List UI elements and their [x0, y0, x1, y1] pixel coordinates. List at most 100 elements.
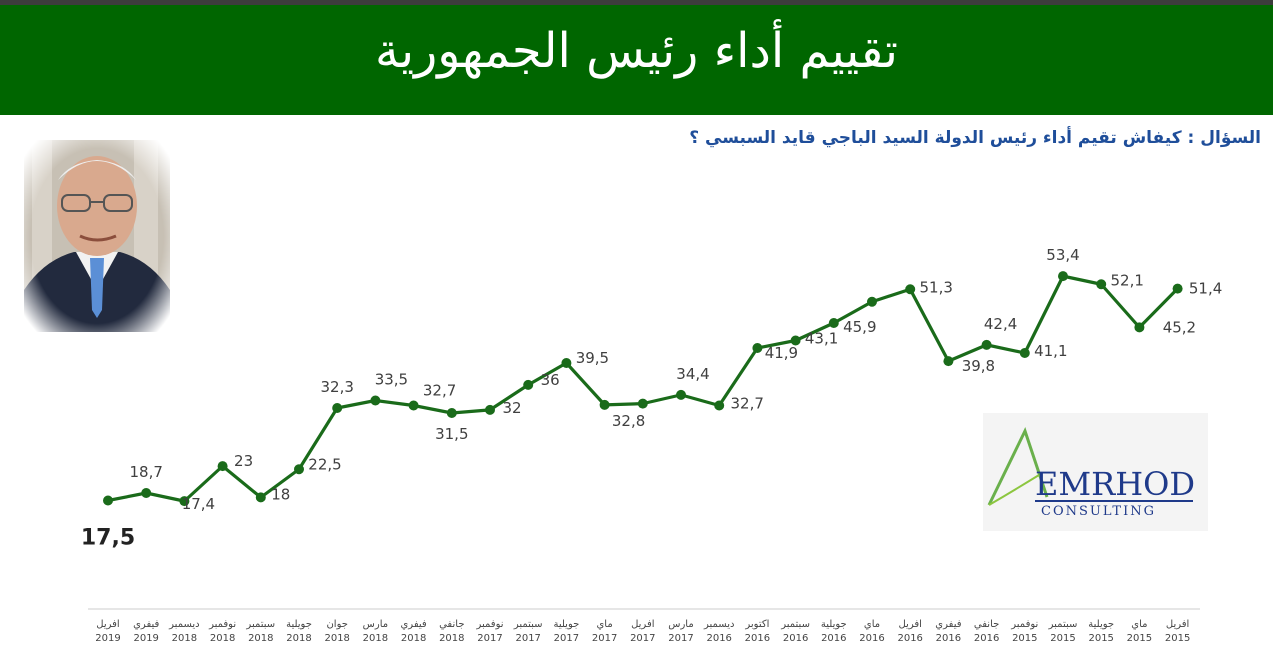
- data-point: [752, 343, 763, 353]
- data-point: [370, 395, 381, 406]
- data-point: [1058, 271, 1068, 282]
- data-point: [561, 358, 572, 368]
- data-point: [1019, 348, 1030, 358]
- data-label: 41,9: [765, 344, 798, 362]
- data-label: 31,5: [435, 425, 468, 443]
- data-point: [485, 404, 495, 415]
- data-point: [446, 408, 457, 418]
- data-label: 51,3: [919, 278, 952, 296]
- x-tick-year: 2017: [592, 633, 617, 644]
- x-tick-year: 2017: [630, 633, 655, 644]
- data-point: [103, 495, 113, 506]
- x-tick-month: افريل: [96, 619, 119, 630]
- x-tick-month: جانفي: [974, 619, 999, 630]
- data-label: 53,4: [1046, 246, 1079, 264]
- x-tick-month: مارس: [668, 619, 693, 630]
- data-point: [1096, 279, 1107, 290]
- x-tick-year: 2018: [401, 633, 426, 644]
- x-tick-month: اكتوبر: [744, 619, 769, 630]
- x-tick-month: نوفمبر: [1010, 619, 1038, 630]
- x-tick-year: 2018: [210, 633, 235, 644]
- x-tick-year: 2016: [897, 633, 922, 644]
- title-banner: تقييم أداء رئيس الجمهورية: [0, 5, 1273, 115]
- x-tick-month: افريل: [1166, 619, 1189, 630]
- data-label: 22,5: [308, 455, 341, 473]
- data-label: 52,1: [1110, 271, 1143, 289]
- x-tick-month: نوفمبر: [208, 619, 236, 630]
- rating-line: [107, 274, 1179, 503]
- x-tick-month: جويلية: [553, 619, 579, 630]
- x-tick-month: جويلية: [821, 619, 847, 630]
- x-tick-month: نوفمبر: [475, 619, 503, 630]
- data-label: 32,7: [730, 395, 763, 413]
- logo-name: EMRHOD: [1035, 465, 1195, 503]
- x-tick-month: ديسمبر: [168, 619, 199, 630]
- data-label: 18,7: [129, 463, 162, 481]
- x-tick-year: 2019: [95, 633, 120, 644]
- x-tick-year: 2018: [286, 633, 311, 644]
- x-tick-year: 2015: [1088, 633, 1113, 644]
- x-tick-year: 2015: [1165, 633, 1190, 644]
- data-label: 42,4: [984, 315, 1017, 333]
- emrhod-logo: EMRHOD CONSULTING: [983, 413, 1208, 531]
- x-tick-month: جويلية: [1088, 619, 1114, 630]
- x-tick-month: ماي: [596, 619, 612, 630]
- data-point: [1134, 322, 1145, 333]
- data-point: [1172, 283, 1183, 294]
- data-label: 43,1: [805, 330, 838, 348]
- x-tick-month: ماي: [1131, 619, 1147, 630]
- survey-question: السؤال : كيفاش تقيم أداء رئيس الدولة الس…: [689, 128, 1261, 148]
- top-border: [0, 0, 1273, 5]
- data-label: 32,7: [423, 382, 456, 400]
- x-tick-month: فيفري: [133, 619, 159, 630]
- data-point: [637, 398, 648, 409]
- president-photo: [24, 140, 170, 332]
- x-tick-year: 2015: [1050, 633, 1075, 644]
- x-tick-year: 2016: [821, 633, 846, 644]
- x-tick-year: 2018: [248, 633, 273, 644]
- x-tick-year: 2016: [974, 633, 999, 644]
- data-label: 17,5: [81, 526, 135, 551]
- data-label: 51,4: [1189, 280, 1222, 298]
- data-point: [981, 339, 992, 350]
- data-labels: 17,5 18,7 17,4 23 18 22,5 32,3 33,5 32,7 31,5 32 36…: [81, 246, 1222, 550]
- data-point: [867, 296, 877, 307]
- data-point: [714, 400, 725, 411]
- x-tick-year: 2017: [477, 633, 502, 644]
- data-point: [179, 496, 190, 507]
- x-tick-year: 2015: [1127, 633, 1152, 644]
- x-axis: افريل 2019 فيفري 2019 ديسمبر 2018 نوفمبر 2018 سب…: [88, 608, 1200, 644]
- data-point: [332, 403, 343, 413]
- x-tick-year: 2018: [439, 633, 464, 644]
- x-tick-year: 2018: [363, 633, 388, 644]
- x-tick-month: جويلية: [286, 619, 312, 630]
- data-point: [905, 284, 916, 295]
- x-tick-month: فيفري: [400, 619, 426, 630]
- x-tick-year: 2019: [133, 633, 158, 644]
- data-label: 45,9: [843, 318, 876, 336]
- page-title: تقييم أداء رئيس الجمهورية: [374, 23, 899, 79]
- data-points: [103, 271, 1183, 507]
- data-label: 18: [271, 485, 290, 503]
- data-label: 32,3: [320, 378, 353, 396]
- series-line: [107, 274, 1179, 503]
- data-point: [523, 379, 534, 390]
- data-point: [599, 399, 610, 410]
- data-label: 34,4: [676, 365, 709, 383]
- data-point: [790, 335, 801, 346]
- x-tick-month: سبتمبر: [513, 619, 543, 630]
- data-point: [141, 488, 152, 498]
- x-tick-month: ديسمبر: [703, 619, 734, 630]
- x-tick-month: سبتمبر: [1048, 619, 1078, 630]
- data-point: [217, 461, 228, 472]
- data-label: 32,8: [612, 412, 645, 430]
- x-tick-month: فيفري: [935, 619, 961, 630]
- x-tick-year: 2018: [324, 633, 349, 644]
- x-tick-month: ماي: [864, 619, 880, 630]
- x-tick-year: 2016: [859, 633, 884, 644]
- data-label: 41,1: [1034, 342, 1067, 360]
- logo-sub: CONSULTING: [1041, 504, 1156, 519]
- x-tick-year: 2017: [554, 633, 579, 644]
- data-label: 23: [234, 452, 253, 470]
